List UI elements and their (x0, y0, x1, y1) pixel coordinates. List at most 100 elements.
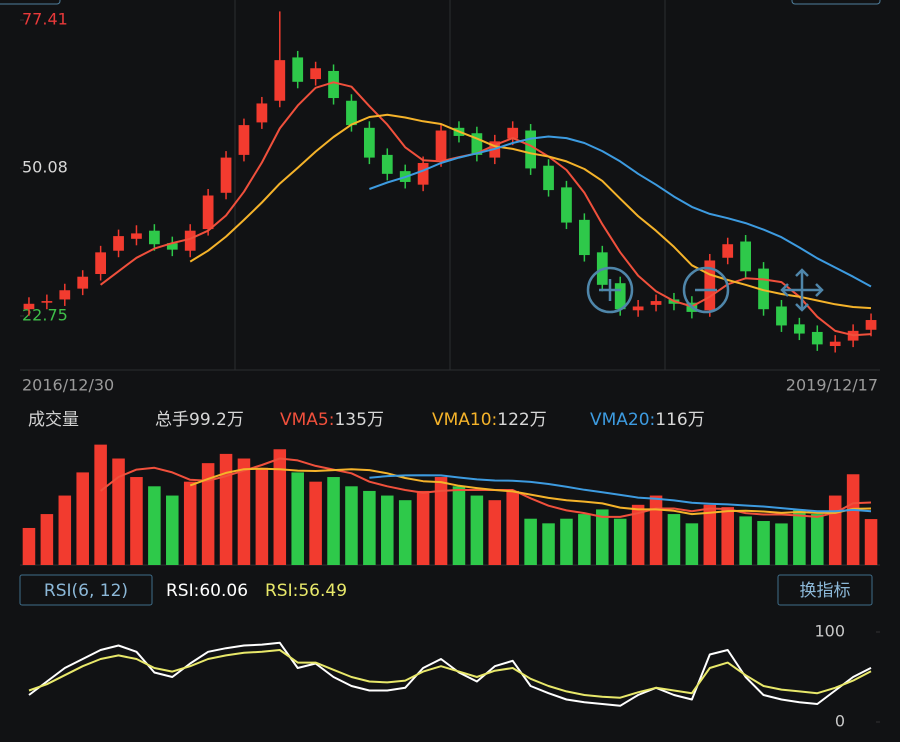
candle-body (346, 100, 357, 126)
legend-name: 总手 (155, 410, 189, 430)
move-icon (815, 283, 824, 297)
volume-bar (345, 486, 358, 565)
volume-bar (685, 523, 699, 565)
y-tick-label: 100 (814, 622, 845, 641)
candle-body (543, 165, 554, 191)
fullscreen[interactable] (780, 268, 824, 312)
volume-bar (112, 458, 125, 565)
volume-bar (363, 490, 376, 565)
candle-body (417, 163, 429, 185)
volume-bar (237, 458, 251, 565)
candle-body (722, 244, 734, 258)
volume-bar (166, 495, 179, 565)
y-tick-label: 0 (835, 712, 845, 731)
candle-body (704, 260, 716, 311)
candle-body (525, 130, 536, 169)
legend-value: 60.06 (199, 581, 248, 601)
zoom-in[interactable] (586, 266, 634, 314)
volume-bar (273, 449, 287, 565)
move-icon (795, 303, 809, 312)
legend-value: 135 (334, 410, 366, 430)
volume-bar (434, 477, 448, 565)
legend-entry: 总手99.2万 (155, 410, 244, 430)
volume-bar (76, 472, 89, 565)
volume-bar (255, 467, 269, 565)
volume-bar (148, 486, 161, 565)
volume-bar (811, 514, 824, 565)
zoom-out[interactable] (682, 266, 730, 314)
legend-name: RSI: (265, 581, 298, 601)
candle-body (292, 57, 304, 82)
volume-bar (381, 495, 394, 565)
line-series (369, 474, 872, 513)
volume-bar (183, 481, 197, 565)
volume-bar (793, 509, 806, 565)
candle-body (220, 157, 232, 193)
rsi-title[interactable]: RSI(6, 12) (44, 581, 128, 601)
legend-unit: 万 (530, 410, 547, 430)
volume-bar (667, 514, 681, 565)
legend-entry: VMA10:122万 (432, 410, 547, 430)
move-icon (780, 283, 789, 297)
legend-value: 122 (497, 410, 529, 430)
candle-body (811, 331, 823, 345)
volume-bar (596, 509, 609, 565)
volume-bar (542, 523, 555, 565)
volume-bar (846, 474, 860, 565)
candle-body (184, 230, 196, 251)
volume-bar (578, 514, 591, 565)
volume-bar (470, 495, 484, 565)
volume-bar (130, 477, 143, 565)
volume-bar (22, 527, 36, 565)
legend-entry: VMA20:116万 (590, 410, 705, 430)
candle-body (256, 103, 268, 123)
zoom-controls (586, 266, 824, 314)
volume-bar (775, 523, 788, 565)
candle-body (202, 195, 214, 230)
volume-bar (631, 504, 645, 565)
legend-value: 99.2 (189, 410, 227, 430)
top-tab[interactable] (0, 0, 61, 5)
volume-bar (416, 490, 430, 565)
candle-body (238, 125, 250, 155)
volume-bar (560, 518, 573, 565)
legend-name: RSI: (166, 581, 199, 601)
main-grid (20, 0, 880, 566)
legend-entry: RSI:56.49 (265, 581, 347, 601)
move-icon (795, 268, 809, 277)
volume-bar (309, 481, 322, 565)
legend-entry: VMA5:135万 (280, 410, 384, 430)
line-series (189, 467, 872, 516)
volume-bar (524, 518, 537, 565)
candle-body (794, 324, 805, 334)
legend-name: VMA10: (432, 410, 497, 430)
volume-bar (828, 495, 842, 565)
volume-bar (757, 521, 770, 565)
candle-body (166, 243, 178, 250)
legend-name: VMA5: (280, 410, 334, 430)
candle-body (865, 320, 877, 330)
legend-value: 56.49 (298, 581, 347, 601)
candle-body (59, 290, 71, 300)
candle-body (381, 154, 393, 174)
candle-body (131, 233, 142, 239)
legend-unit: 万 (367, 410, 384, 430)
candle-body (41, 301, 53, 303)
indicator-box[interactable] (19, 574, 153, 606)
legend-name: VMA20: (590, 410, 655, 430)
volume-bar (488, 500, 502, 565)
legend-unit: 万 (688, 410, 705, 430)
switch-indicator-button[interactable] (777, 574, 873, 606)
candle-body (95, 252, 106, 275)
volume-bar (94, 444, 107, 565)
volume-bar (398, 500, 412, 565)
volume-bar (506, 490, 519, 565)
switch-indicator-label[interactable]: 换指标 (800, 581, 851, 601)
volume-bar (219, 453, 233, 565)
candle-body (632, 306, 644, 311)
volume-title: 成交量 (28, 410, 79, 430)
candle-body (310, 68, 321, 80)
candle-body (614, 283, 626, 310)
top-tab[interactable] (791, 0, 881, 5)
